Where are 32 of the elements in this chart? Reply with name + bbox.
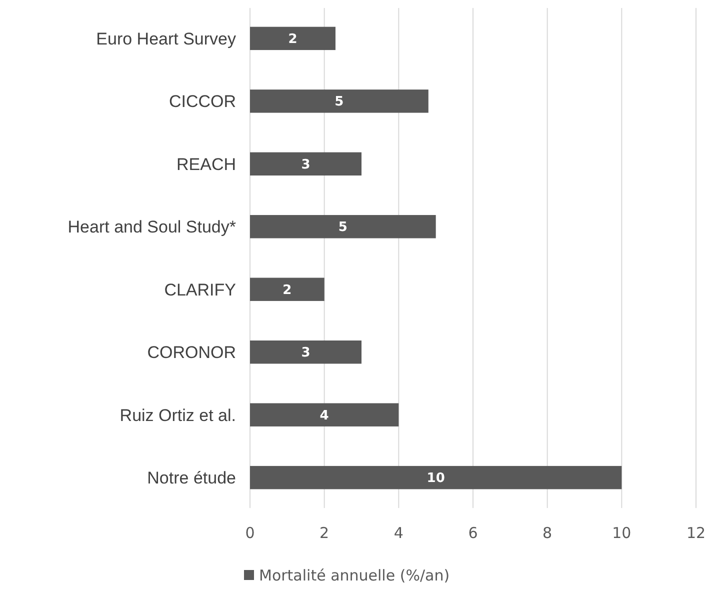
legend-label: Mortalité annuelle (%/an) (259, 566, 450, 584)
x-tick-label: 4 (394, 524, 404, 542)
x-tick-label: 2 (320, 524, 330, 542)
x-tick-label: 12 (686, 524, 706, 542)
data-label: 5 (334, 94, 344, 110)
y-tick-label: Heart and Soul Study* (68, 218, 236, 237)
data-label: 2 (282, 282, 292, 298)
bar (250, 466, 622, 490)
x-tick-label: 10 (612, 524, 632, 542)
x-tick-label: 8 (542, 524, 552, 542)
x-tick-label: 6 (468, 524, 478, 542)
y-tick-label: Notre étude (147, 468, 236, 488)
y-tick-label: Euro Heart Survey (96, 29, 236, 48)
bar (250, 26, 336, 50)
x-tick-label: 0 (245, 524, 255, 542)
bar (250, 152, 362, 176)
bar (250, 403, 399, 426)
data-label: 3 (301, 346, 310, 361)
data-label: 5 (338, 220, 348, 236)
bar (250, 340, 362, 364)
bar (250, 278, 324, 301)
data-label: 10 (426, 471, 445, 486)
data-label: 3 (301, 157, 310, 172)
y-tick-label: CICCOR (168, 92, 236, 112)
data-label: 4 (320, 408, 329, 424)
y-tick-label: REACH (176, 154, 236, 174)
bar (250, 90, 428, 113)
bar (250, 215, 436, 238)
y-tick-label: CLARIFY (164, 280, 236, 300)
data-label: 2 (288, 32, 298, 47)
y-tick-label: CORONOR (147, 343, 236, 362)
y-tick-label: Ruiz Ortiz et al. (120, 406, 236, 425)
